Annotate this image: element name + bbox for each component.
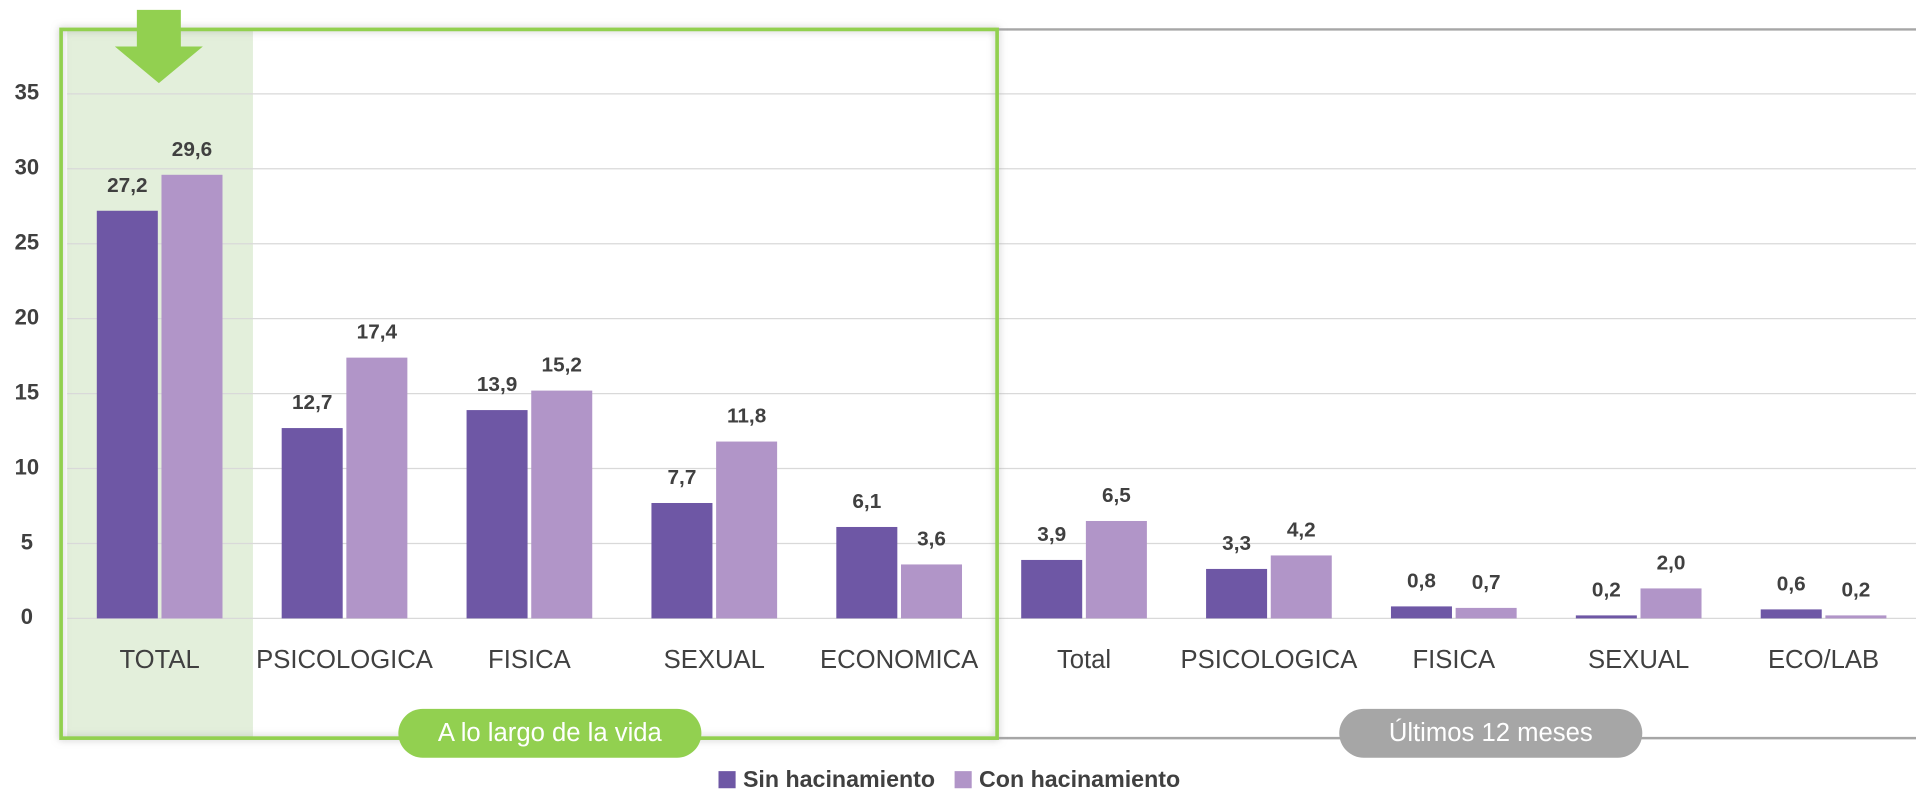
bar [1021, 559, 1083, 619]
data-label: 3,6 [917, 527, 946, 550]
bar [1085, 520, 1147, 619]
data-label: 4,2 [1287, 518, 1316, 541]
data-label: 0,2 [1592, 578, 1621, 601]
y-tick-label: 25 [15, 230, 39, 255]
bar [96, 210, 158, 619]
data-label: 0,7 [1472, 571, 1501, 594]
x-tick-label: PSICOLOGICA [256, 646, 434, 674]
x-tick-label: ECO/LAB [1768, 646, 1879, 674]
x-tick-label: Total [1057, 646, 1111, 674]
bar [281, 428, 343, 619]
bar [1575, 615, 1637, 619]
data-label: 13,9 [477, 373, 517, 396]
legend-label: Sin hacinamiento [743, 766, 935, 792]
bar [1270, 555, 1332, 619]
arrow [114, 9, 203, 84]
x-tick-label: FISICA [1412, 646, 1496, 674]
group-label: A lo largo de la vida [438, 719, 663, 747]
x-tick-label: FISICA [488, 646, 572, 674]
data-label: 17,4 [357, 321, 398, 344]
bar [346, 357, 408, 619]
y-tick-label: 35 [15, 80, 39, 105]
y-tick-label: 20 [15, 304, 39, 329]
x-tick-label: SEXUAL [1588, 646, 1689, 674]
y-tick-label: 0 [21, 604, 33, 629]
bar [716, 441, 778, 619]
bar [900, 564, 963, 619]
y-tick-label: 10 [15, 454, 39, 479]
legend-swatch [954, 771, 972, 789]
bar [1640, 588, 1702, 619]
plot: 0 5 10 15 20 25 30 35 TOTAL 27,2 29,6 PSICOLOGICA 12… [15, 80, 1916, 792]
x-tick-label: ECONOMICA [820, 646, 979, 674]
group-pill [1339, 708, 1643, 758]
data-label: 27,2 [107, 174, 147, 197]
legend-label: Con hacinamiento [979, 766, 1180, 792]
group-label: Últimos 12 meses [1389, 718, 1593, 747]
data-label: 29,6 [172, 138, 212, 161]
bar [1760, 609, 1822, 619]
legend-swatch [718, 771, 736, 789]
data-label: 15,2 [542, 354, 582, 377]
data-label: 6,5 [1102, 484, 1131, 507]
data-label: 12,7 [292, 391, 332, 414]
bar [651, 502, 713, 619]
data-label: 3,3 [1222, 532, 1251, 555]
data-label: 11,8 [727, 405, 766, 428]
data-label: 0,8 [1407, 569, 1436, 592]
data-label: 2,0 [1657, 551, 1686, 574]
data-label: 0,6 [1777, 572, 1806, 595]
data-label: 7,7 [668, 466, 697, 489]
group-pill [398, 708, 702, 758]
y-tick-label: 5 [21, 529, 33, 554]
highlight-band [67, 29, 253, 739]
bar [466, 410, 528, 619]
x-tick-label: SEXUAL [664, 646, 765, 674]
data-label: 0,2 [1841, 578, 1870, 601]
x-tick-label: PSICOLOGICA [1181, 646, 1359, 674]
x-tick-label: TOTAL [119, 646, 199, 674]
bar [1455, 607, 1517, 619]
bar [531, 390, 593, 619]
bar [1825, 615, 1887, 619]
y-tick-label: 30 [15, 155, 39, 180]
y-tick-label: 15 [15, 379, 39, 404]
data-label: 6,1 [852, 490, 881, 513]
bar [1206, 568, 1268, 619]
bar [1390, 606, 1452, 619]
bar [161, 174, 223, 619]
bar [836, 526, 898, 619]
data-label: 3,9 [1037, 523, 1066, 546]
